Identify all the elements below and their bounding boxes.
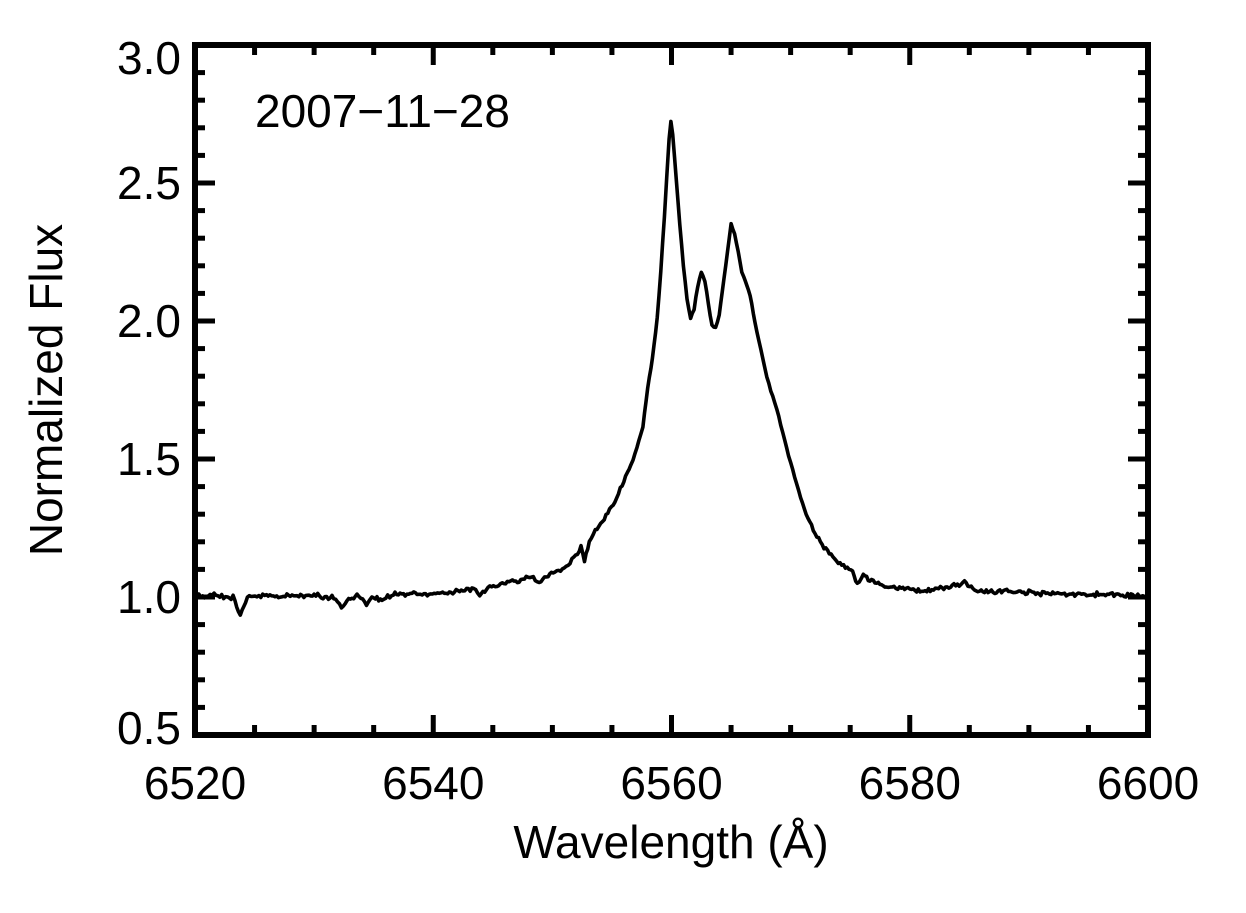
y-axis-title: Normalized Flux (20, 224, 72, 556)
y-tick-label: 1.5 (117, 433, 181, 485)
y-tick-labels: 0.5 1.0 1.5 2.0 2.5 3.0 (117, 32, 181, 754)
x-tick-label: 6540 (382, 757, 484, 809)
x-tick-label: 6520 (144, 757, 246, 809)
x-tick-label: 6560 (620, 757, 722, 809)
x-tick-label: 6600 (1097, 757, 1199, 809)
y-tick-label: 2.5 (117, 157, 181, 209)
x-tick-labels: 6520 6540 6560 6580 6600 (144, 757, 1199, 809)
y-tick-label: 2.0 (117, 295, 181, 347)
y-tick-label: 3.0 (117, 32, 181, 84)
spectrum-line (195, 119, 1148, 617)
x-tick-label: 6580 (859, 757, 961, 809)
y-tick-label: 1.0 (117, 571, 181, 623)
y-tick-label: 0.5 (117, 702, 181, 754)
annotation-date: 2007−11−28 (255, 85, 510, 137)
tick-marks (192, 42, 1151, 738)
axes-layer: 6520 6540 6560 6580 6600 0.5 1.0 1.5 2.0 2.5 3.0 (117, 32, 1199, 809)
x-axis-title: Wavelength (Å) (513, 816, 828, 868)
